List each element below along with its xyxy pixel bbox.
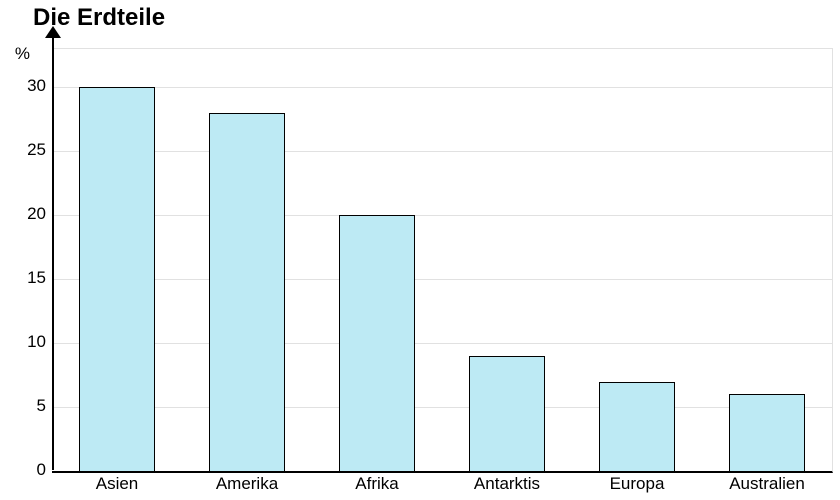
x-tick-label: Europa [572, 474, 702, 494]
bar [469, 356, 544, 471]
grid-line [52, 151, 832, 152]
y-tick-label: 5 [12, 396, 46, 416]
grid-line [52, 215, 832, 216]
chart-container: Die Erdteile % 051015202530AsienAmerikaA… [0, 0, 840, 500]
x-tick-label: Asien [52, 474, 182, 494]
x-tick-label: Australien [702, 474, 832, 494]
grid-line [52, 343, 832, 344]
bar [339, 215, 414, 471]
x-tick-label: Afrika [312, 474, 442, 494]
y-tick-label: 30 [12, 76, 46, 96]
bar [209, 113, 284, 471]
y-tick-label: 15 [12, 268, 46, 288]
grid-line [52, 279, 832, 280]
x-tick-label: Amerika [182, 474, 312, 494]
y-tick-label: 0 [12, 460, 46, 480]
y-axis-arrow-icon [45, 26, 61, 38]
bar [599, 382, 674, 472]
plot-area [52, 48, 833, 473]
y-axis-line [52, 38, 54, 470]
y-tick-label: 20 [12, 204, 46, 224]
y-axis-unit-label: % [0, 44, 30, 64]
x-tick-label: Antarktis [442, 474, 572, 494]
y-tick-label: 10 [12, 332, 46, 352]
bar [79, 87, 154, 471]
bar [729, 394, 804, 471]
y-tick-label: 25 [12, 140, 46, 160]
grid-line [52, 407, 832, 408]
grid-line [52, 87, 832, 88]
